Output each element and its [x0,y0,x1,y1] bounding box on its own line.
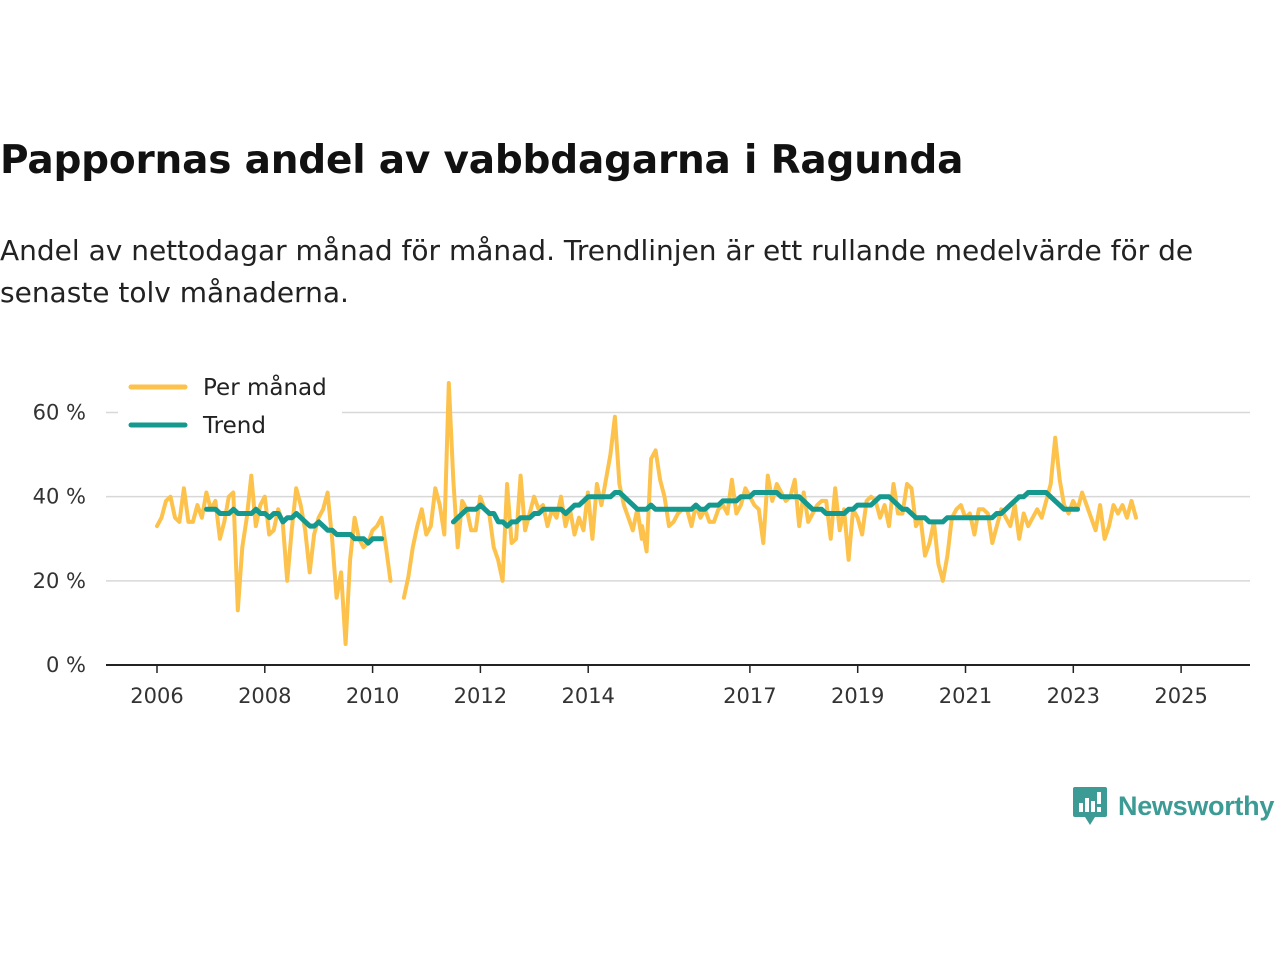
x-tick-label: 2017 [723,684,776,708]
x-tick-label: 2012 [454,684,507,708]
x-tick-label: 2021 [939,684,992,708]
legend-label-monthly: Per månad [203,373,327,401]
x-tick-label: 2023 [1047,684,1100,708]
trend-line-segment [450,490,1080,529]
newsworthy-icon [1073,787,1107,825]
chart-title: Pappornas andel av vabbdagarna i Ragunda [0,138,964,183]
series-lines [155,381,1138,646]
x-tick-label: 2006 [130,684,183,708]
y-tick-label: 0 % [46,653,86,677]
x-tick-label: 2008 [238,684,291,708]
legend-label-trend: Trend [202,413,266,439]
chart-subtitle: Andel av nettodagar månad för månad. Tre… [0,234,1194,309]
y-tick-label: 20 % [33,569,86,593]
x-tick-label: 2010 [346,684,399,708]
monthly-line-segment [155,473,393,646]
y-tick-label: 60 % [33,401,86,425]
brand-name: Newsworthy [1118,790,1275,821]
x-tick-label: 2025 [1154,684,1207,708]
y-axis-ticks: 0 % 20 % 40 % 60 % [33,401,86,678]
series-monthly [155,381,1138,646]
monthly-line-segment [401,381,644,600]
x-tick-label: 2019 [831,684,884,708]
x-axis: 2006 2008 2010 2012 2014 2017 2019 2021 2023 2025 [106,664,1250,708]
trend-line-segment [204,506,385,546]
monthly-line-segment [640,435,1138,583]
y-tick-label: 40 % [33,485,86,509]
legend: Per månad Trend [118,372,342,452]
newsworthy-logo: Newsworthy [1072,784,1274,828]
x-tick-label: 2014 [561,684,614,708]
series-trend [204,490,1080,546]
line-chart: 0 % 20 % 40 % 60 % 2006 2008 2010 2012 2014 2017… [33,372,1250,708]
